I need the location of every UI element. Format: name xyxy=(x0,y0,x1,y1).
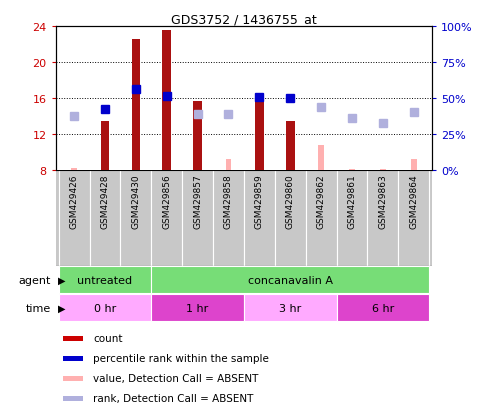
Text: 6 hr: 6 hr xyxy=(372,303,394,313)
Text: rank, Detection Call = ABSENT: rank, Detection Call = ABSENT xyxy=(93,394,254,404)
Bar xyxy=(306,171,337,266)
Bar xyxy=(213,171,244,266)
Bar xyxy=(58,266,151,294)
Bar xyxy=(100,121,109,171)
Bar xyxy=(71,168,77,171)
Text: GSM429864: GSM429864 xyxy=(409,174,418,228)
Bar xyxy=(275,171,306,266)
Bar xyxy=(337,171,368,266)
Text: 3 hr: 3 hr xyxy=(279,303,301,313)
Text: GSM429426: GSM429426 xyxy=(70,174,79,228)
Bar xyxy=(349,170,355,171)
Bar xyxy=(120,171,151,266)
Text: count: count xyxy=(93,334,123,344)
Bar xyxy=(380,170,385,171)
Bar xyxy=(131,40,140,171)
Text: GSM429856: GSM429856 xyxy=(162,174,171,228)
Text: GSM429857: GSM429857 xyxy=(193,174,202,228)
Text: GSM429862: GSM429862 xyxy=(317,174,326,228)
Bar xyxy=(337,294,429,322)
Bar xyxy=(286,121,295,171)
Bar xyxy=(58,171,89,266)
Bar xyxy=(244,171,275,266)
Text: agent: agent xyxy=(18,275,51,285)
Bar xyxy=(63,336,84,341)
Text: untreated: untreated xyxy=(77,275,132,285)
Text: GSM429430: GSM429430 xyxy=(131,174,141,228)
Bar xyxy=(244,294,337,322)
Text: 1 hr: 1 hr xyxy=(186,303,209,313)
Bar xyxy=(193,102,202,171)
Text: value, Detection Call = ABSENT: value, Detection Call = ABSENT xyxy=(93,373,258,383)
Title: GDS3752 / 1436755_at: GDS3752 / 1436755_at xyxy=(171,13,317,26)
Bar xyxy=(151,266,429,294)
Bar xyxy=(255,101,264,171)
Bar xyxy=(63,396,84,401)
Text: 0 hr: 0 hr xyxy=(94,303,116,313)
Text: GSM429863: GSM429863 xyxy=(378,174,387,228)
Text: GSM429858: GSM429858 xyxy=(224,174,233,228)
Text: GSM429428: GSM429428 xyxy=(100,174,110,228)
Text: GSM429860: GSM429860 xyxy=(286,174,295,228)
Bar xyxy=(368,171,398,266)
Bar xyxy=(162,31,171,171)
Bar xyxy=(89,171,120,266)
Bar xyxy=(182,171,213,266)
Bar xyxy=(58,294,151,322)
Bar xyxy=(318,146,324,171)
Bar xyxy=(226,159,231,171)
Bar xyxy=(411,159,416,171)
Text: time: time xyxy=(26,303,51,313)
Text: GSM429859: GSM429859 xyxy=(255,174,264,228)
Bar xyxy=(398,171,429,266)
Bar xyxy=(151,294,244,322)
Bar xyxy=(63,376,84,381)
Bar xyxy=(63,356,84,361)
Text: concanavalin A: concanavalin A xyxy=(248,275,333,285)
Text: GSM429861: GSM429861 xyxy=(347,174,356,228)
Text: ▶: ▶ xyxy=(58,275,66,285)
Text: percentile rank within the sample: percentile rank within the sample xyxy=(93,354,269,363)
Bar xyxy=(151,171,182,266)
Text: ▶: ▶ xyxy=(58,303,66,313)
